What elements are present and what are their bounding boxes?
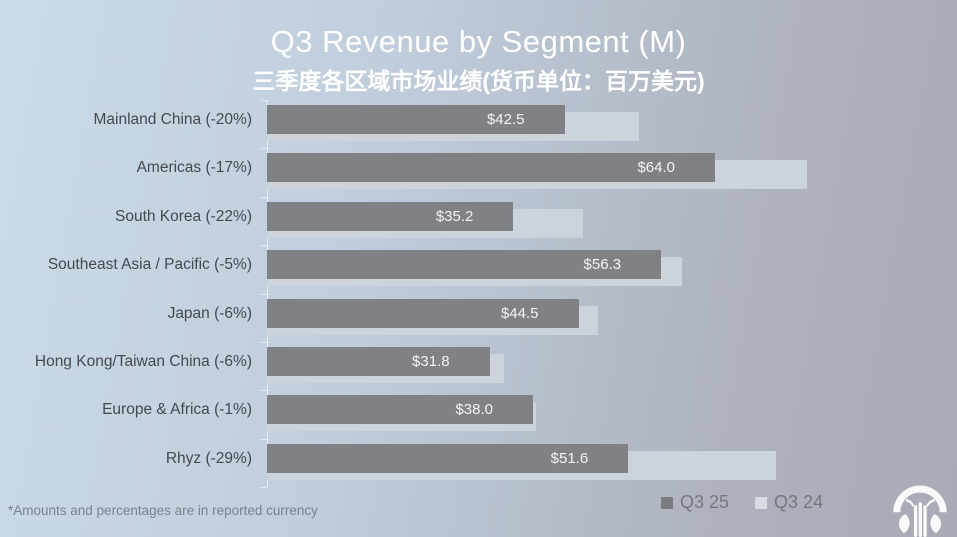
legend-item-q3-24: Q3 24 [755,492,823,513]
fountain-logo-icon [893,485,947,537]
legend-item-q3-25: Q3 25 [661,492,729,513]
chart-rows: Mainland China (-20%) $42.5 Americas (-17%… [0,100,957,487]
bar-row: Rhyz (-29%) $51.6 [0,439,957,487]
bar-track: $51.6 [267,443,827,484]
category-label: Europe & Africa (-1%) [102,401,252,419]
bar-track: $31.8 [267,346,827,387]
bar-q3-25: $44.5 [267,298,579,328]
bar-value-label: $38.0 [455,401,493,419]
bar-q3-25: $31.8 [267,346,490,376]
bar-track: $38.0 [267,395,827,435]
axis-tick [261,438,267,440]
category-label: Rhyz (-29%) [165,449,252,467]
legend-swatch-q3-24-icon [755,496,768,509]
bar-row: Japan (-6%) $44.5 [0,294,957,342]
bar-row: Americas (-17%) $64.0 [0,148,957,196]
bar-value-label: $51.6 [550,449,589,467]
bar-track: $56.3 [267,250,827,290]
axis-tick [261,245,267,247]
bar-q3-25: $42.5 [267,105,565,134]
category-label: Americas (-17%) [136,159,252,177]
axis-tick [261,293,267,295]
chart-title: Q3 Revenue by Segment (M) [270,24,687,59]
bar-value-label: $56.3 [583,256,622,274]
bar-value-label: $64.0 [637,159,675,177]
bar-q3-25: $56.3 [267,250,662,280]
legend-label-q3-25: Q3 25 [680,492,730,512]
bar-row: Europe & Africa (-1%) $38.0 [0,390,957,438]
bar-row: South Korea (-22%) $35.2 [0,197,957,245]
footnote: *Amounts and percentages are in reported… [8,503,318,518]
chart-subtitle-chinese: 三季度各区域市场业绩(货币单位：百万美元) [252,68,705,94]
bar-row: Mainland China (-20%) $42.5 [0,100,957,148]
bar-track: $42.5 [267,105,827,145]
bar-value-label: $42.5 [486,111,525,128]
axis-tick [261,148,267,150]
category-label: Japan (-6%) [167,304,252,322]
category-label: Mainland China (-20%) [93,111,252,128]
bar-track: $44.5 [267,298,827,339]
chart-legend: Q3 25 Q3 24 [661,492,823,513]
bar-q3-25: $38.0 [267,395,533,425]
bar-row: Hong Kong/Taiwan China (-6%) $31.8 [0,342,957,390]
bar-q3-25: $35.2 [267,201,514,231]
bar-q3-25: $51.6 [267,443,629,473]
category-axis-line [267,100,268,487]
category-label: South Korea (-22%) [115,207,252,225]
category-label: Southeast Asia / Pacific (-5%) [47,256,252,274]
bar-q3-25: $64.0 [267,153,715,183]
bar-track: $35.2 [267,201,827,242]
axis-tick [261,342,267,343]
bar-value-label: $35.2 [435,207,474,225]
bar-track: $64.0 [267,153,827,193]
axis-tick [261,390,267,392]
category-label: Hong Kong/Taiwan China (-6%) [34,352,252,370]
bar-row: Southeast Asia / Pacific (-5%) $56.3 [0,245,957,293]
bar-value-label: $44.5 [500,304,539,322]
axis-tick [261,487,267,489]
legend-swatch-q3-25-icon [661,496,673,509]
axis-tick [261,100,267,101]
axis-tick [261,196,267,198]
bar-value-label: $31.8 [412,352,450,370]
legend-label-q3-24: Q3 24 [774,492,824,512]
